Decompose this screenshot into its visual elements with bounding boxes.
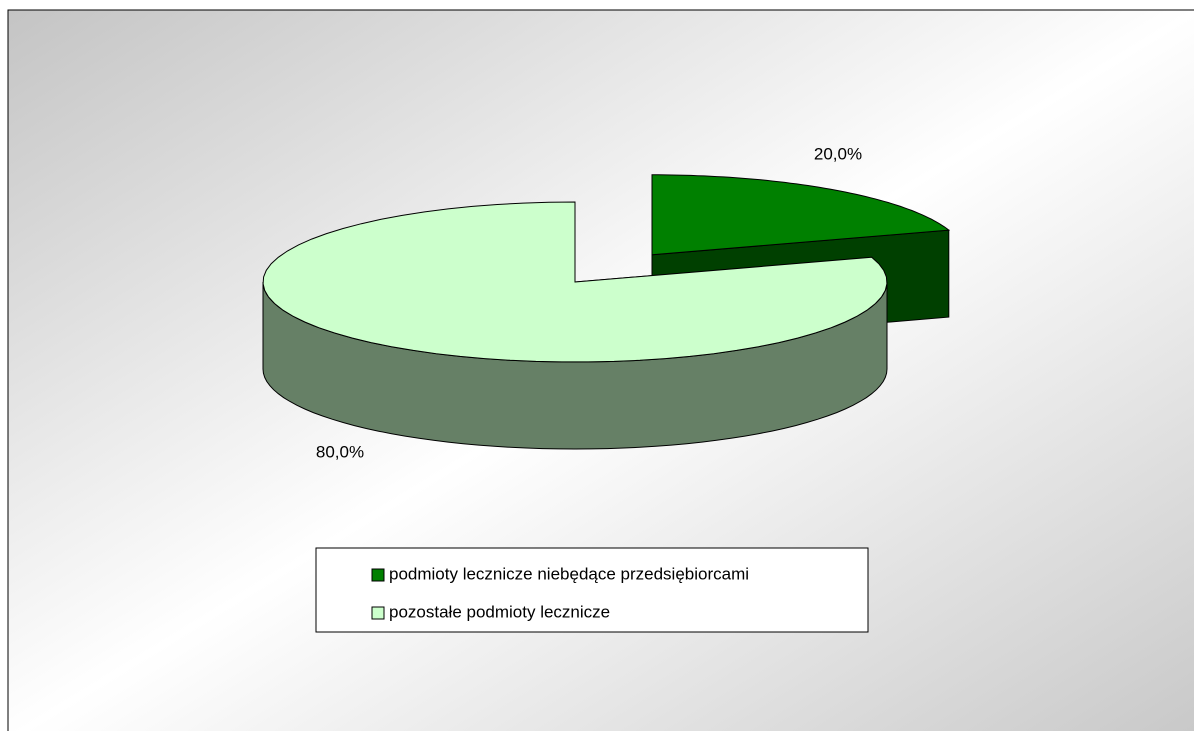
legend-label: pozostałe podmioty lecznicze [389, 602, 610, 621]
slice-top [651, 174, 951, 256]
legend-marker [371, 568, 385, 582]
legend-marker [371, 606, 385, 620]
data-label: 20,0% [814, 144, 862, 163]
legend-label: podmioty lecznicze niebędące przedsiębio… [389, 564, 749, 583]
slice-top [262, 201, 888, 363]
data-label: 80,0% [316, 442, 364, 461]
legend-box [315, 547, 869, 633]
